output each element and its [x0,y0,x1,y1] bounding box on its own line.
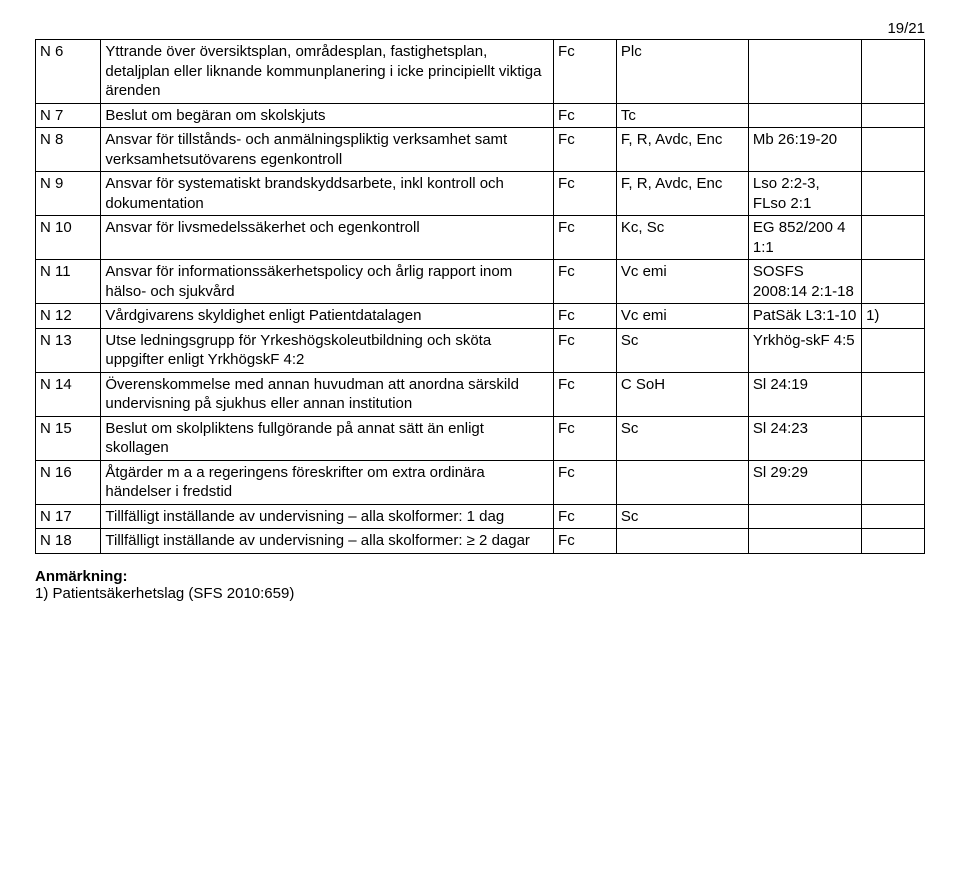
table-cell [748,40,861,104]
table-cell: EG 852/200 4 1:1 [748,216,861,260]
table-cell: Ansvar för tillstånds- och anmälningspli… [101,128,554,172]
table-cell: Utse ledningsgrupp för Yrkeshögskoleutbi… [101,328,554,372]
table-cell: Ansvar för informationssäkerhetspolicy o… [101,260,554,304]
table-cell: Vc emi [616,260,748,304]
table-cell: Fc [554,128,617,172]
table-cell: N 16 [36,460,101,504]
table-row: N 8Ansvar för tillstånds- och anmälnings… [36,128,925,172]
table-cell: Fc [554,416,617,460]
table-cell [748,103,861,128]
table-cell: N 12 [36,304,101,329]
table-cell: Vc emi [616,304,748,329]
table-cell [862,260,925,304]
table-cell: Mb 26:19-20 [748,128,861,172]
table-cell: Plc [616,40,748,104]
table-cell: N 11 [36,260,101,304]
table-cell: N 10 [36,216,101,260]
footnote-text: 1) Patientsäkerhetslag (SFS 2010:659) [35,585,294,602]
table-cell: Beslut om begäran om skolskjuts [101,103,554,128]
table-cell: Fc [554,328,617,372]
table-cell: Kc, Sc [616,216,748,260]
table-cell: Tc [616,103,748,128]
table-cell: Fc [554,460,617,504]
table-cell: Fc [554,504,617,529]
table-cell: Fc [554,372,617,416]
table-cell [862,216,925,260]
table-cell [862,504,925,529]
table-cell: N 14 [36,372,101,416]
table-cell: PatSäk L3:1-10 [748,304,861,329]
table-row: N 12Vårdgivarens skyldighet enligt Patie… [36,304,925,329]
table-cell [616,460,748,504]
table-cell: Överenskommelse med annan huvudman att a… [101,372,554,416]
table-cell: N 6 [36,40,101,104]
table-cell: Fc [554,40,617,104]
table-cell [862,416,925,460]
table-row: N 16Åtgärder m a a regeringens föreskrif… [36,460,925,504]
table-cell: 1) [862,304,925,329]
table-cell: Lso 2:2-3, FLso 2:1 [748,172,861,216]
table-cell: Fc [554,260,617,304]
table-cell: Fc [554,529,617,554]
table-cell: Beslut om skolpliktens fullgörande på an… [101,416,554,460]
table-cell: Sl 24:19 [748,372,861,416]
table-cell: Yrkhög-skF 4:5 [748,328,861,372]
table-cell [862,328,925,372]
table-cell: N 9 [36,172,101,216]
table-row: N 7Beslut om begäran om skolskjutsFcTc [36,103,925,128]
table-cell [862,460,925,504]
table-row: N 15Beslut om skolpliktens fullgörande p… [36,416,925,460]
table-cell: F, R, Avdc, Enc [616,128,748,172]
table-row: N 11Ansvar för informationssäkerhetspoli… [36,260,925,304]
table-cell [862,529,925,554]
table-cell: Yttrande över översiktsplan, områdesplan… [101,40,554,104]
table-cell: Sc [616,328,748,372]
delegation-table: N 6Yttrande över översiktsplan, områdesp… [35,39,925,554]
page-number: 19/21 [35,20,925,37]
table-cell [616,529,748,554]
table-cell: N 15 [36,416,101,460]
table-cell: N 17 [36,504,101,529]
table-cell: Sl 29:29 [748,460,861,504]
table-cell: Fc [554,103,617,128]
table-row: N 18Tillfälligt inställande av undervisn… [36,529,925,554]
table-cell: C SoH [616,372,748,416]
table-cell: Sc [616,504,748,529]
table-cell: Sc [616,416,748,460]
table-row: N 13Utse ledningsgrupp för Yrkeshögskole… [36,328,925,372]
table-cell: Tillfälligt inställande av undervisning … [101,529,554,554]
table-cell: SOSFS 2008:14 2:1-18 [748,260,861,304]
table-cell: Fc [554,172,617,216]
table-cell: Fc [554,216,617,260]
table-cell [862,372,925,416]
table-cell: Åtgärder m a a regeringens föreskrifter … [101,460,554,504]
table-cell: Sl 24:23 [748,416,861,460]
table-cell: Vårdgivarens skyldighet enligt Patientda… [101,304,554,329]
table-cell: Fc [554,304,617,329]
table-cell: Ansvar för systematiskt brandskyddsarbet… [101,172,554,216]
table-cell [748,504,861,529]
footnote-block: Anmärkning: 1) Patientsäkerhetslag (SFS … [35,568,925,602]
table-row: N 6Yttrande över översiktsplan, områdesp… [36,40,925,104]
table-cell [862,40,925,104]
footnote-heading: Anmärkning: [35,568,128,585]
table-cell [862,172,925,216]
table-cell [748,529,861,554]
table-cell: F, R, Avdc, Enc [616,172,748,216]
table-cell [862,128,925,172]
table-row: N 14Överenskommelse med annan huvudman a… [36,372,925,416]
table-cell: Ansvar för livsmedelssäkerhet och egenko… [101,216,554,260]
table-cell: N 7 [36,103,101,128]
table-cell: Tillfälligt inställande av undervisning … [101,504,554,529]
table-cell [862,103,925,128]
table-cell: N 8 [36,128,101,172]
table-row: N 17Tillfälligt inställande av undervisn… [36,504,925,529]
table-cell: N 13 [36,328,101,372]
table-row: N 10Ansvar för livsmedelssäkerhet och eg… [36,216,925,260]
table-row: N 9Ansvar för systematiskt brandskyddsar… [36,172,925,216]
table-cell: N 18 [36,529,101,554]
